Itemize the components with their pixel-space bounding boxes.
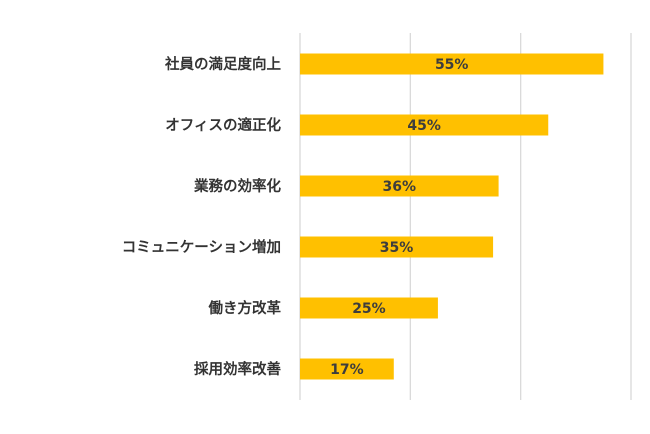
data-label: 36% bbox=[383, 179, 417, 195]
bar bbox=[300, 53, 604, 75]
category-label: 採用効率改善 bbox=[194, 360, 281, 378]
data-label: 17% bbox=[330, 362, 364, 378]
data-label: 25% bbox=[352, 301, 386, 317]
category-label: 働き方改革 bbox=[208, 299, 282, 317]
category-label: 社員の満足度向上 bbox=[164, 55, 281, 73]
category-label: 業務の効率化 bbox=[193, 177, 281, 195]
bar bbox=[300, 358, 394, 380]
data-label: 35% bbox=[380, 240, 414, 256]
data-label: 55% bbox=[435, 57, 469, 73]
bar bbox=[300, 236, 494, 258]
category-label: コミュニケーション増加 bbox=[122, 238, 281, 256]
bar bbox=[300, 175, 499, 197]
bar bbox=[300, 297, 438, 319]
bar bbox=[300, 114, 549, 136]
category-label: オフィスの適正化 bbox=[165, 116, 281, 134]
data-label: 45% bbox=[407, 118, 441, 134]
